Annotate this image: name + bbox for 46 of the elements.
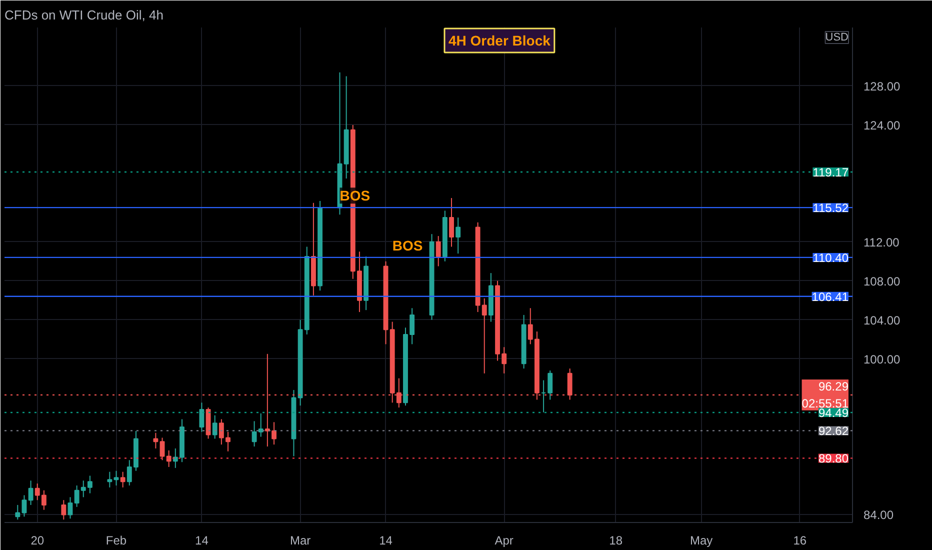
x-tick-label: Apr (494, 534, 514, 548)
x-tick-label: 16 (793, 534, 807, 548)
candlestick (68, 496, 73, 520)
chart-title: CFDs on WTI Crude Oil, 4h (4, 8, 164, 22)
candlestick (482, 298, 487, 374)
candlestick (107, 471, 112, 488)
y-tick-label: 124.00 (864, 118, 901, 132)
ref-line-label: 110.40 (812, 250, 849, 265)
y-tick-label: 84.00 (864, 508, 894, 522)
x-tick-label: 14 (379, 534, 393, 548)
candlestick (456, 217, 461, 254)
candlestick (436, 236, 441, 267)
candlestick (74, 484, 80, 508)
x-tick-label: 20 (30, 534, 44, 548)
candlestick (61, 500, 66, 520)
y-tick-label: 100.00 (864, 352, 901, 366)
ref-line-label: 92.62 (818, 424, 849, 438)
annotation: 4H Order Block (448, 32, 551, 48)
y-tick-label: 128.00 (864, 79, 901, 94)
annotation: USD (825, 32, 849, 44)
x-tick-label: 18 (609, 534, 623, 548)
y-tick-label: 112.00 (864, 235, 900, 250)
candlestick (80, 480, 86, 498)
candlestick (166, 450, 172, 468)
annotation: BOS (340, 188, 370, 204)
x-tick-label: Mar (290, 534, 311, 548)
candlestick (449, 198, 454, 248)
candlestick (87, 475, 92, 494)
x-tick-label: May (690, 534, 713, 548)
candlestick (502, 346, 507, 374)
ref-line-label: 89.80 (818, 452, 849, 466)
ref-line-label: 119.17 (812, 166, 849, 180)
annotation: BOS (392, 237, 423, 254)
ref-line-label: 106.41 (812, 290, 849, 304)
candlestick (114, 470, 119, 486)
y-tick-label: 108.00 (864, 274, 901, 288)
candlestick (160, 437, 165, 461)
y-tick-label: 104.00 (864, 313, 901, 328)
x-tick-label: 14 (195, 534, 209, 548)
candlestick (28, 480, 34, 506)
candlestick (120, 471, 126, 488)
candlestick (548, 370, 553, 400)
candlestick (153, 432, 158, 449)
ref-line-label: 115.52 (812, 201, 849, 216)
candlestick (126, 460, 132, 486)
x-tick-label: Feb (106, 534, 127, 548)
